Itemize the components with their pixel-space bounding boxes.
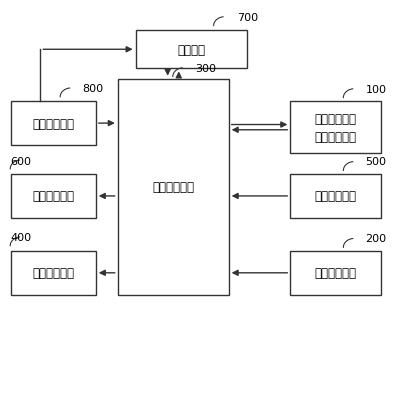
Text: 输入输出信号: 输入输出信号 [315,113,357,126]
Text: 显示单元: 显示单元 [177,44,205,57]
Text: 400: 400 [11,233,32,243]
Text: 800: 800 [82,83,103,94]
Bar [136,31,247,69]
Text: 控制处理单元: 控制处理单元 [152,181,194,194]
Bar [11,251,96,295]
Text: 300: 300 [195,63,216,73]
Text: 过零检测单元: 过零检测单元 [315,266,357,279]
Bar [118,79,229,295]
Text: 驱动隔离单元: 驱动隔离单元 [32,266,74,279]
Text: 温度检测单元: 温度检测单元 [315,190,357,203]
Text: 600: 600 [11,156,31,166]
Bar [11,174,96,219]
Bar [290,102,381,154]
Text: 500: 500 [366,157,386,167]
Text: 200: 200 [366,234,387,244]
Text: 700: 700 [237,13,258,23]
Bar [290,174,381,219]
Text: 100: 100 [366,84,386,94]
Bar [290,251,381,295]
Bar [11,102,96,146]
Text: 风机控制单元: 风机控制单元 [32,190,74,203]
Text: 光电隔离单元: 光电隔离单元 [315,130,357,143]
Text: 隔离电源单元: 隔离电源单元 [32,117,74,130]
